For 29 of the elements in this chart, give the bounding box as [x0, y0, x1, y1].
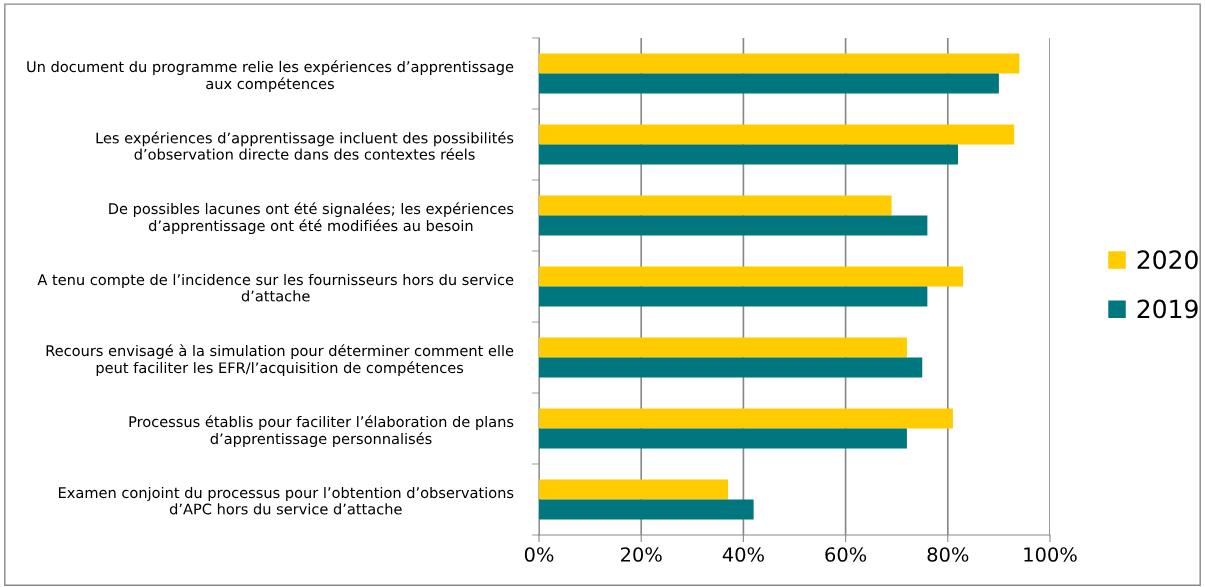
bar — [539, 53, 1020, 74]
y-tick-label: A tenu compte de l’incidence sur les fournisseurs hors du service d’attache — [37, 273, 514, 302]
y-tick-label: De possibles lacunes ont été signalées; les expériences d’apprentissage ont été modifiées au besoin — [109, 202, 514, 235]
legend-label: 2019 — [1137, 299, 1198, 319]
bar — [539, 337, 907, 358]
y-tick-label: Les expériences d’apprentissage incluent des possibilités d’observation directe dans des contextes réels — [96, 131, 514, 160]
bar — [539, 215, 928, 236]
bar — [539, 408, 953, 429]
bar — [539, 499, 754, 520]
bar — [539, 286, 928, 307]
x-tick-label: 0% — [524, 547, 554, 562]
y-tick-label: Un document du programme relie les expériences d’apprentissage aux compétences — [27, 60, 514, 93]
bar — [539, 195, 892, 216]
x-tick-label: 100% — [1024, 547, 1077, 562]
bar — [539, 428, 907, 449]
bar — [539, 124, 1015, 145]
y-tick-label: Processus établis pour faciliter l’élaboration de plans d’apprentissage personnalisés — [129, 415, 514, 448]
y-tick-label: Examen conjoint du processus pour l’obtention d’observations d’APC hors du service d’attache — [58, 486, 514, 515]
x-tick-label: 20% — [621, 547, 662, 562]
bar — [539, 144, 959, 165]
bar — [539, 479, 729, 500]
bar — [539, 73, 999, 94]
y-tick-label: Recours envisagé à la simulation pour déterminer comment elle peut faciliter les EFR/l’acquisition de compétences — [46, 344, 514, 377]
bar — [539, 266, 964, 287]
x-tick-label: 80% — [927, 547, 969, 562]
x-tick-label: 60% — [825, 547, 867, 562]
bar — [539, 357, 923, 378]
x-tick-label: 40% — [722, 547, 764, 562]
legend-label: 2020 — [1137, 250, 1198, 270]
